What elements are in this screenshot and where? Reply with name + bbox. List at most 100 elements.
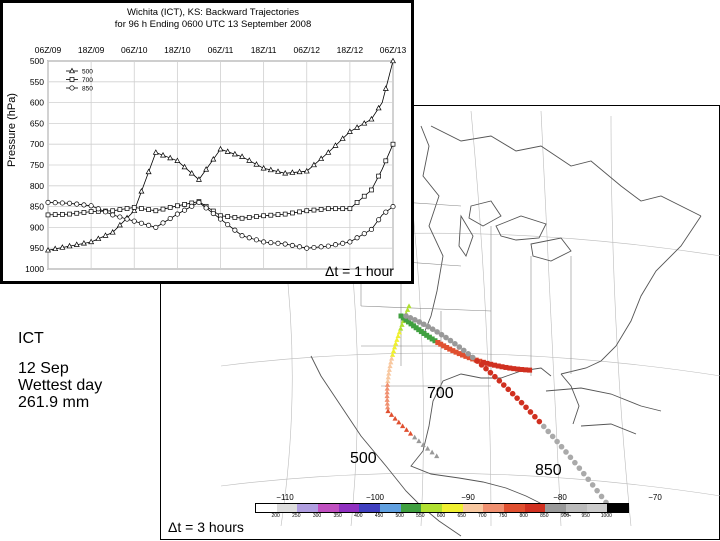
trajectory-point: [396, 329, 402, 335]
trajectory-point: [434, 453, 440, 459]
trajectory-point: [480, 359, 486, 365]
colorbar-tick-label: 650: [457, 513, 466, 519]
data-point-triangle: [239, 153, 246, 159]
trajectory-point: [413, 325, 419, 331]
trajectory-point: [589, 482, 596, 488]
trajectory-point: [434, 329, 440, 335]
data-point-square: [282, 211, 288, 217]
data-point-circle: [390, 204, 396, 210]
x-tick-label: 06Z/13: [380, 45, 407, 55]
data-point-circle: [217, 216, 224, 222]
trajectory-point: [511, 366, 517, 372]
trajectory-point: [416, 319, 423, 325]
data-point-square: [246, 215, 252, 220]
series-500: [45, 57, 396, 253]
trajectory-point: [466, 355, 472, 361]
data-point-circle: [146, 222, 152, 228]
data-point-triangle: [224, 148, 231, 154]
trajectory-point: [549, 433, 556, 440]
data-point-triangle: [80, 240, 87, 246]
trajectory-point: [527, 409, 534, 415]
pressure-chart-panel: Wichita (ICT), KS: Backward Trajectories…: [0, 0, 414, 284]
trajectory-point: [418, 329, 424, 335]
data-point-triangle: [145, 168, 152, 175]
trajectory-point: [395, 333, 401, 339]
trajectory-map: [220, 110, 720, 537]
data-point-triangle: [59, 244, 66, 250]
colorbar-tick-label: 900: [560, 513, 570, 519]
trajectory-point: [514, 395, 520, 401]
trajectory-point: [503, 364, 509, 370]
data-point-triangle: [260, 164, 267, 171]
trajectory-point: [385, 378, 391, 384]
data-point-triangle: [188, 169, 195, 176]
colorbar-swatch: [421, 504, 443, 512]
legend-label: 500: [82, 69, 93, 76]
data-point-triangle: [310, 161, 317, 168]
data-point-square: [340, 206, 346, 212]
trajectory-point: [389, 352, 396, 357]
colorbar-swatch: [400, 504, 422, 512]
rain-note-desc: Wettest day: [18, 377, 103, 394]
trajectory-point: [384, 385, 390, 391]
data-point-square: [333, 206, 338, 212]
data-point-triangle: [354, 124, 361, 130]
trajectory-point: [387, 363, 393, 369]
trajectory-point: [532, 413, 538, 420]
trajectory-point: [469, 354, 476, 361]
trajectory-point: [478, 362, 485, 368]
trajectory-point: [499, 364, 505, 370]
data-point-triangle: [275, 168, 281, 174]
trajectory-point: [558, 443, 565, 450]
trajectory-dots: [384, 303, 609, 506]
trajectory-point: [412, 317, 418, 323]
data-point-circle: [182, 207, 188, 213]
data-point-triangle: [246, 157, 253, 163]
trajectory-point: [398, 313, 404, 319]
trajectory-point: [488, 361, 494, 367]
trajectory-point: [388, 359, 394, 365]
data-point-triangle: [368, 115, 375, 122]
trajectory-point: [444, 345, 450, 351]
colorbar-swatch: [483, 504, 505, 512]
data-point-square: [390, 141, 396, 147]
pressure-colorbar: [255, 503, 629, 513]
colorbar-tick-label: 500: [395, 513, 404, 519]
data-point-square: [225, 214, 231, 219]
colorbar-top-label: −100: [365, 493, 385, 502]
trajectory-point: [507, 365, 513, 371]
y-tick-label: 950: [30, 243, 44, 253]
y-tick-label: 750: [30, 160, 44, 170]
trajectory-point: [429, 326, 436, 333]
trajectory-point: [519, 367, 525, 373]
data-point-circle: [110, 212, 116, 218]
rain-note: 12 Sep Wettest day 261.9 mm: [18, 360, 102, 411]
colorbar-swatch: [276, 504, 298, 512]
data-point-square: [232, 215, 238, 220]
data-point-triangle: [88, 238, 95, 245]
data-point-circle: [318, 244, 324, 250]
trajectory-point: [385, 408, 391, 414]
data-point-circle: [325, 243, 331, 249]
pressure-chart: 500 550 600 650 700 750 800 850 900 950 1000 06Z/09…: [25, 45, 407, 274]
data-point-circle: [232, 227, 238, 233]
trajectory-point: [432, 338, 438, 344]
y-tick-label: 1000: [25, 264, 44, 274]
trajectory-point: [421, 330, 427, 336]
trajectory-point: [563, 449, 569, 455]
data-point-circle: [268, 240, 274, 246]
colorbar-swatch: [380, 504, 401, 512]
map-timestep-label: Δt = 3 hours: [168, 519, 244, 535]
series-line-500: [47, 60, 394, 251]
trajectory-point: [567, 454, 574, 461]
trajectory-point: [406, 303, 412, 309]
trajectory-point: [456, 351, 462, 357]
x-tick-label: 18Z/10: [164, 45, 191, 55]
y-tick-label: 600: [30, 98, 44, 108]
colorbar-tick-label: 950: [581, 513, 590, 519]
station-label: ICT: [18, 330, 44, 347]
colorbar-swatch: [586, 504, 608, 512]
x-tick-label: 18Z/11: [251, 45, 277, 55]
trajectory-point: [403, 313, 409, 319]
data-point-circle: [95, 206, 101, 212]
